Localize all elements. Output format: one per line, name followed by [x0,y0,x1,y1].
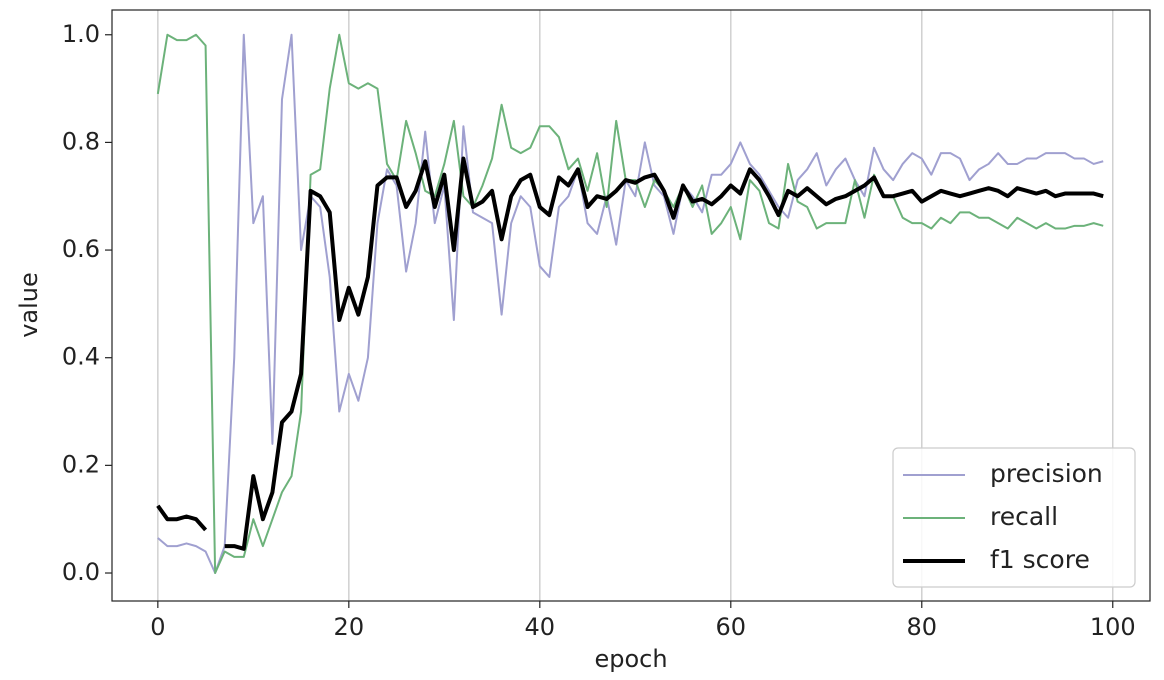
y-tick-label: 0.0 [62,558,100,586]
y-tick-label: 1.0 [62,20,100,48]
x-tick-label: 0 [150,613,165,641]
y-axis-label: value [15,272,43,338]
y-tick-label: 0.6 [62,235,100,263]
legend-label: f1 score [990,545,1090,574]
series-line [156,156,1104,551]
x-tick-label: 20 [334,613,365,641]
y-tick-label: 0.8 [62,127,100,155]
x-tick-label: 40 [525,613,556,641]
x-tick-label: 80 [907,613,938,641]
x-tick-label: 60 [716,613,747,641]
x-axis-label: epoch [594,645,667,673]
y-tick-label: 0.2 [62,450,100,478]
legend-box [892,447,1136,588]
legend-label: precision [990,459,1103,488]
plot-frame [111,9,1151,602]
x-tick-label: 100 [1090,613,1136,641]
y-tick-label: 0.4 [62,343,100,371]
series-line [157,33,1104,575]
legend-label: recall [990,502,1058,531]
